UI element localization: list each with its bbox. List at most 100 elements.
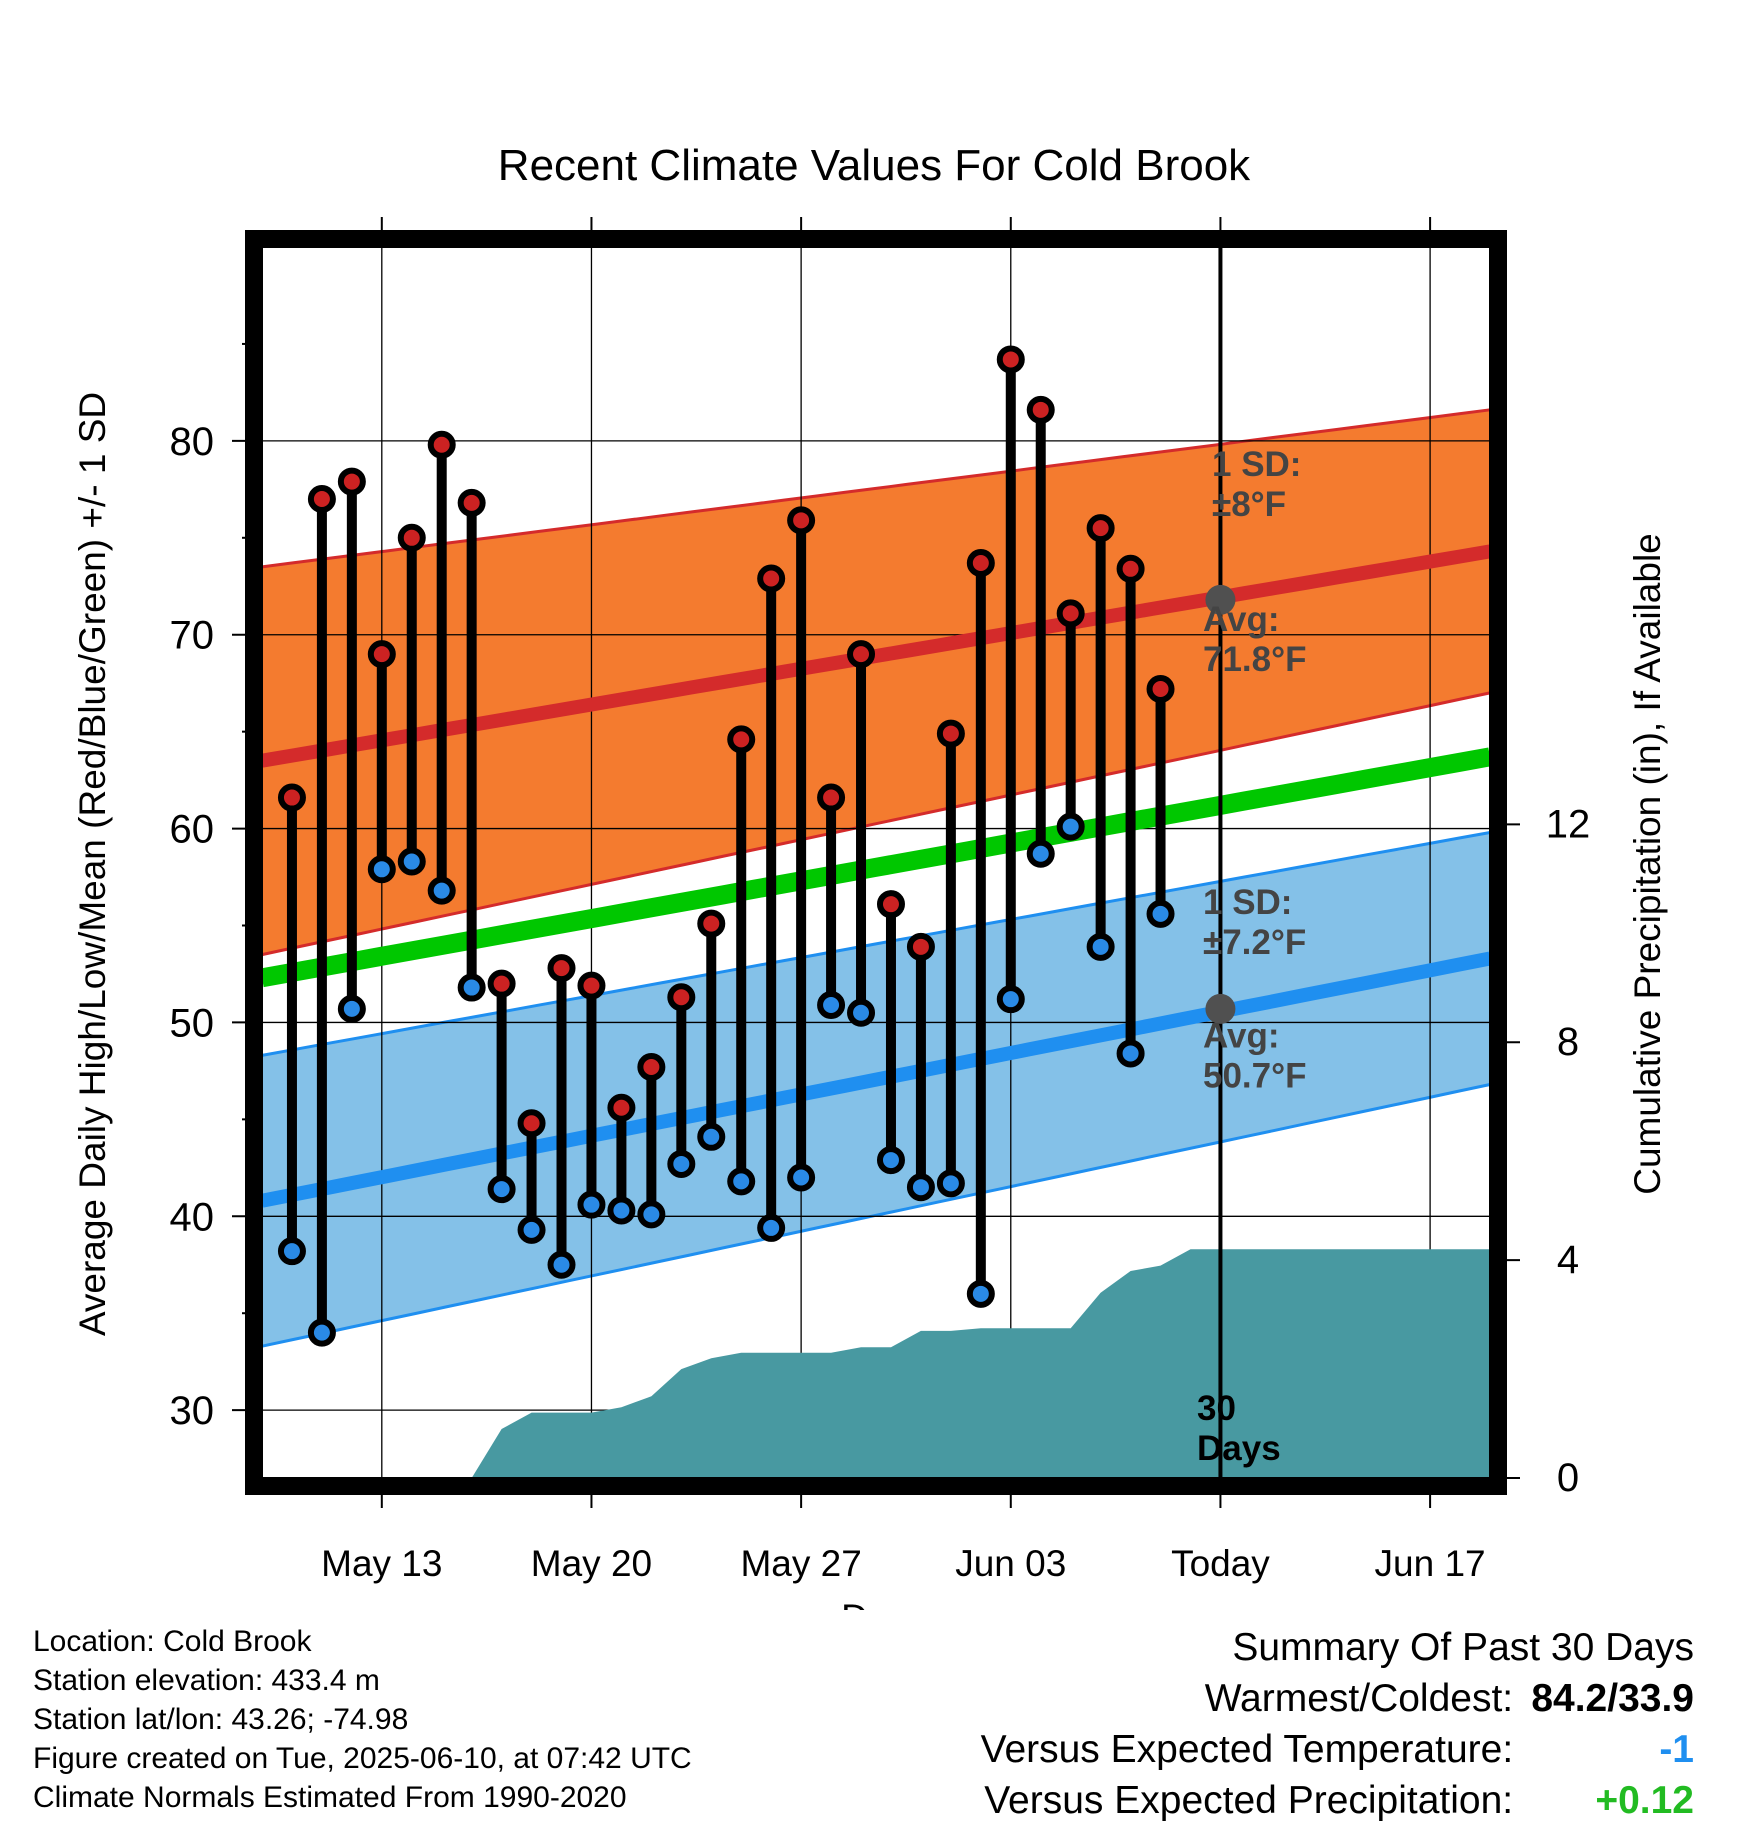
daily-high-point <box>607 1093 636 1122</box>
y2-tick-label: 12 <box>1546 802 1591 846</box>
daily-high-point <box>697 909 726 938</box>
daily-low-point <box>487 1175 516 1204</box>
x-axis-label: Day <box>841 1597 907 1610</box>
daily-low-point <box>1026 839 1055 868</box>
summary-warmest-row: Warmest/Coldest: 84.2/33.9 <box>981 1673 1694 1724</box>
y-tick-label: 50 <box>170 1001 215 1045</box>
daily-high-point <box>367 640 396 669</box>
daily-low-point <box>457 973 486 1002</box>
days-label: 30 <box>1197 1389 1236 1428</box>
normals-text: Climate Normals Estimated From 1990-2020 <box>33 1781 627 1814</box>
daily-high-point <box>1086 514 1115 543</box>
daily-low-point <box>787 1163 816 1192</box>
summary-panel: Summary Of Past 30 Days Warmest/Coldest:… <box>981 1622 1694 1826</box>
daily-high-point <box>757 564 786 593</box>
x-tick-label: Jun 03 <box>955 1543 1066 1584</box>
daily-low-point <box>876 1146 905 1175</box>
daily-high-point <box>1026 395 1055 424</box>
y2-tick-label: 4 <box>1557 1238 1579 1282</box>
daily-low-point <box>577 1190 606 1219</box>
daily-high-point <box>487 969 516 998</box>
daily-low-point <box>667 1149 696 1178</box>
high-sd-band <box>262 409 1490 955</box>
daily-low-point <box>1056 812 1085 841</box>
daily-low-point <box>847 998 876 1027</box>
low-sd-label: 1 SD: <box>1203 883 1292 922</box>
low-avg-label: 50.7°F <box>1203 1057 1307 1096</box>
high-sd-label: 1 SD: <box>1212 445 1301 484</box>
daily-low-point <box>337 994 366 1023</box>
created-text: Figure created on Tue, 2025-06-10, at 07… <box>33 1742 692 1775</box>
daily-low-point <box>817 990 846 1019</box>
summary-title: Summary Of Past 30 Days <box>1232 1626 1694 1669</box>
x-tick-label: May 13 <box>321 1543 442 1584</box>
daily-low-point <box>277 1237 306 1266</box>
days-label: Days <box>1197 1429 1281 1468</box>
daily-low-point <box>367 855 396 884</box>
daily-low-point <box>547 1250 576 1279</box>
high-avg-label: 71.8°F <box>1203 640 1307 679</box>
daily-low-point <box>607 1196 636 1225</box>
low-band-lower-edge <box>261 1083 1491 1348</box>
low-avg-marker <box>1205 993 1236 1024</box>
low-sd-label: ±7.2°F <box>1203 923 1306 962</box>
temp-value: -1 <box>1659 1728 1694 1771</box>
high-avg-marker <box>1205 584 1236 615</box>
x-tick-label: Jun 17 <box>1375 1543 1486 1584</box>
daily-low-point <box>996 985 1025 1014</box>
y-axis-label: Average Daily High/Low/Mean (Red/Blue/Gr… <box>72 392 113 1336</box>
daily-low-point <box>727 1167 756 1196</box>
axes: 30 40 50 60 70 80 0 4 8 12 May 13 May 20 May 27 Jun 0… <box>170 217 1591 1584</box>
daily-high-point <box>637 1053 666 1082</box>
daily-high-point <box>727 725 756 754</box>
climate-chart: Recent Climate Values For Cold Brook Ave… <box>72 141 1668 1610</box>
daily-high-point <box>1116 554 1145 583</box>
daily-high-point <box>1056 599 1085 628</box>
daily-high-point <box>307 485 336 514</box>
y-tick-label: 70 <box>170 614 215 658</box>
daily-high-point <box>1146 674 1175 703</box>
y-tick-label: 30 <box>170 1389 215 1433</box>
daily-low-point <box>517 1215 546 1244</box>
temp-label: Versus Expected Temperature: <box>980 1728 1514 1771</box>
daily-high-point <box>936 719 965 748</box>
daily-high-point <box>337 467 366 496</box>
y2-tick-label: 8 <box>1557 1020 1579 1064</box>
daily-high-point <box>817 783 846 812</box>
x-tick-label: May 27 <box>740 1543 861 1584</box>
y2-axis-label: Cumulative Precipitation (in), If Availa… <box>1627 533 1668 1195</box>
chart-title: Recent Climate Values For Cold Brook <box>498 141 1251 190</box>
daily-high-point <box>876 890 905 919</box>
y-tick-label: 80 <box>170 420 215 464</box>
daily-high-point <box>427 430 456 459</box>
location-text: Location: Cold Brook <box>33 1625 312 1658</box>
daily-high-point <box>457 488 486 517</box>
daily-low-point <box>637 1200 666 1229</box>
warmest-value: 84.2/33.9 <box>1531 1677 1694 1720</box>
low-sd-band <box>262 832 1490 1347</box>
low-avg-label: Avg: <box>1203 1017 1279 1056</box>
daily-low-point <box>307 1318 336 1347</box>
daily-low-point <box>1146 899 1175 928</box>
daily-high-point <box>577 971 606 1000</box>
daily-low-point <box>757 1213 786 1242</box>
daily-low-point <box>1116 1039 1145 1068</box>
x-tick-label: Today <box>1171 1543 1270 1584</box>
summary-temp-row: Versus Expected Temperature: -1 <box>981 1724 1694 1775</box>
precip-label: Versus Expected Precipitation: <box>984 1779 1514 1822</box>
low-band-upper-edge <box>261 831 1491 1057</box>
daily-high-point <box>787 506 816 535</box>
daily-high-point <box>847 640 876 669</box>
elevation-text: Station elevation: 433.4 m <box>33 1664 380 1697</box>
daily-high-point <box>397 523 426 552</box>
plot-frame <box>245 230 1507 1495</box>
y-tick-label: 40 <box>170 1195 215 1239</box>
daily-high-point <box>547 954 576 983</box>
daily-low-point <box>936 1169 965 1198</box>
daily-high-point <box>966 548 995 577</box>
x-tick-label: May 20 <box>531 1543 652 1584</box>
daily-high-point <box>277 783 306 812</box>
y-tick-label: 60 <box>170 808 215 852</box>
daily-low-point <box>966 1279 995 1308</box>
